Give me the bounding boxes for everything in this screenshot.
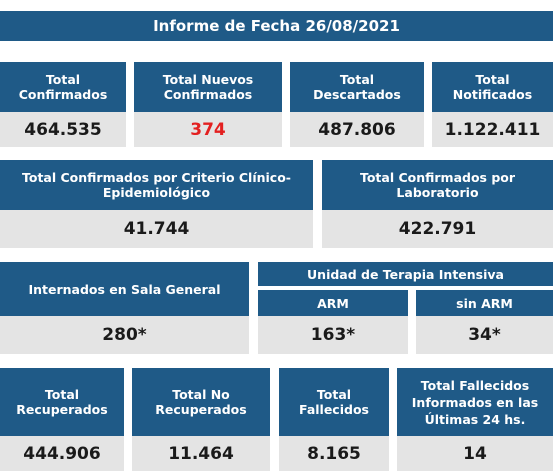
sin-arm-number: 34* <box>468 325 501 345</box>
arm-label: ARM <box>317 295 349 311</box>
total-nuevos-confirmados-value: 374 <box>134 112 282 147</box>
total-confirmados-number: 464.535 <box>24 119 102 140</box>
total-no-recuperados-header: Total No Recuperados <box>132 368 270 436</box>
confirmados-clinico-number: 41.744 <box>123 219 190 239</box>
uti-header: Unidad de Terapia Intensiva <box>258 262 553 286</box>
sala-general-value: 280* <box>0 316 249 354</box>
confirmados-laboratorio-label: Total Confirmados por Laboratorio <box>359 170 516 200</box>
total-recuperados-value: 444.906 <box>0 436 124 471</box>
total-fallecidos-number: 8.165 <box>307 443 361 464</box>
total-recuperados-number: 444.906 <box>23 443 101 464</box>
confirmados-clinico-value: 41.744 <box>0 210 313 248</box>
total-nuevos-confirmados-header: Total Nuevos Confirmados <box>134 62 282 112</box>
total-fallecidos-header: Total Fallecidos <box>279 368 389 436</box>
total-confirmados-value: 464.535 <box>0 112 126 147</box>
total-notificados-header: Total Notificados <box>432 62 553 112</box>
uti-label: Unidad de Terapia Intensiva <box>307 266 504 282</box>
confirmados-laboratorio-header: Total Confirmados por Laboratorio <box>322 160 553 210</box>
total-no-recuperados-value: 11.464 <box>132 436 270 471</box>
total-no-recuperados-number: 11.464 <box>168 443 234 464</box>
sin-arm-label: sin ARM <box>456 295 513 311</box>
total-notificados-label: Total Notificados <box>452 72 533 102</box>
total-descartados-number: 487.806 <box>318 119 396 140</box>
confirmados-clinico-label: Total Confirmados por Criterio Clínico- … <box>21 170 291 200</box>
arm-value: 163* <box>258 316 408 354</box>
total-recuperados-header: Total Recuperados <box>0 368 124 436</box>
total-confirmados-header: Total Confirmados <box>0 62 126 112</box>
total-confirmados-label: Total Confirmados <box>18 72 108 102</box>
total-nuevos-confirmados-number: 374 <box>190 119 226 140</box>
total-notificados-value: 1.122.411 <box>432 112 553 147</box>
report-title-text: Informe de Fecha 26/08/2021 <box>153 17 400 35</box>
fallecidos-24hs-number: 14 <box>463 443 487 464</box>
total-fallecidos-value: 8.165 <box>279 436 389 471</box>
total-nuevos-confirmados-label: Total Nuevos Confirmados <box>162 72 254 102</box>
total-descartados-label: Total Descartados <box>313 72 401 102</box>
confirmados-laboratorio-number: 422.791 <box>398 219 477 239</box>
confirmados-laboratorio-value: 422.791 <box>322 210 553 248</box>
total-notificados-number: 1.122.411 <box>444 119 541 140</box>
total-recuperados-label: Total Recuperados <box>16 387 108 417</box>
total-descartados-header: Total Descartados <box>290 62 424 112</box>
total-no-recuperados-label: Total No Recuperados <box>155 387 247 417</box>
sala-general-number: 280* <box>102 325 147 345</box>
fallecidos-24hs-header: Total Fallecidos Informados en las Últim… <box>397 368 553 436</box>
sala-general-header: Internados en Sala General <box>0 262 249 316</box>
confirmados-clinico-header: Total Confirmados por Criterio Clínico- … <box>0 160 313 210</box>
total-fallecidos-label: Total Fallecidos <box>299 387 369 417</box>
fallecidos-24hs-label: Total Fallecidos Informados en las Últim… <box>411 377 539 427</box>
sin-arm-value: 34* <box>416 316 553 354</box>
fallecidos-24hs-value: 14 <box>397 436 553 471</box>
sala-general-label: Internados en Sala General <box>28 281 221 297</box>
sin-arm-header: sin ARM <box>416 290 553 316</box>
report-title: Informe de Fecha 26/08/2021 <box>0 11 553 41</box>
arm-header: ARM <box>258 290 408 316</box>
total-descartados-value: 487.806 <box>290 112 424 147</box>
arm-number: 163* <box>310 325 356 345</box>
